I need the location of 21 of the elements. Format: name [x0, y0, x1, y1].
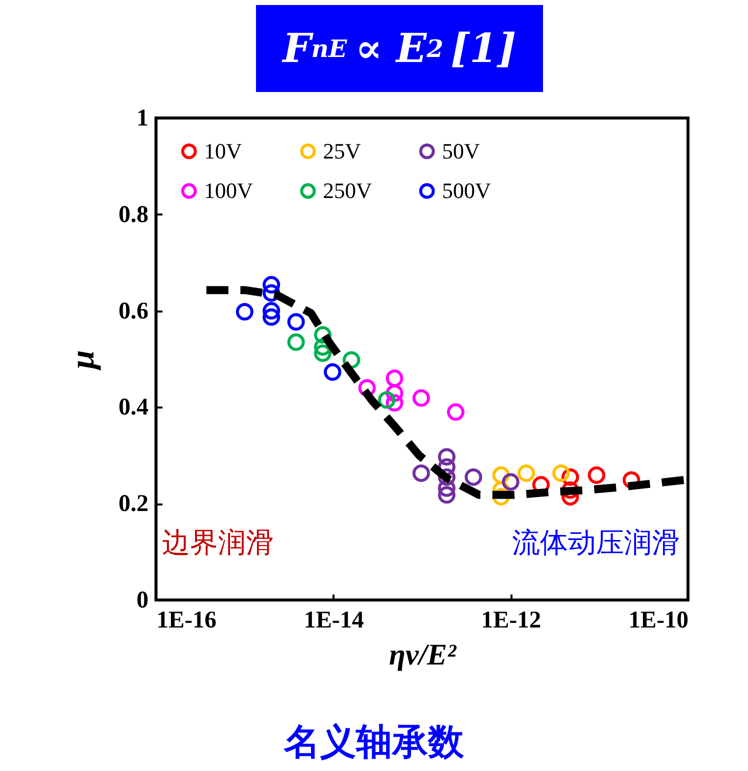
x-tick-label: 1E-14	[304, 608, 364, 634]
y-tick-label: 0.8	[118, 202, 148, 228]
y-tick-label: 0	[136, 588, 148, 614]
y-tick-label: 0.2	[118, 491, 148, 518]
y-tick-label: 0.6	[118, 298, 148, 324]
legend-label: 50V	[442, 138, 480, 164]
y-tick-label: 0.4	[118, 394, 148, 421]
legend-label: 10V	[204, 138, 242, 164]
y-axis-title: μ	[64, 350, 102, 371]
legend-label: 250V	[323, 178, 372, 203]
legend-label: 25V	[323, 138, 361, 164]
legend-label: 100V	[204, 178, 253, 203]
x-tick-label: 1E-16	[156, 608, 216, 634]
x-tick-label: 1E-12	[481, 608, 542, 634]
text: 名义轴承数	[282, 721, 465, 765]
annotation: 边界润滑	[162, 526, 274, 559]
x-tick-label: 1E-10	[628, 608, 688, 634]
annotation: 流体动压润滑	[512, 526, 680, 559]
x-axis-title: ην/E²	[388, 638, 458, 672]
legend-label: 500V	[442, 178, 491, 203]
y-tick-label: 1	[136, 106, 148, 132]
